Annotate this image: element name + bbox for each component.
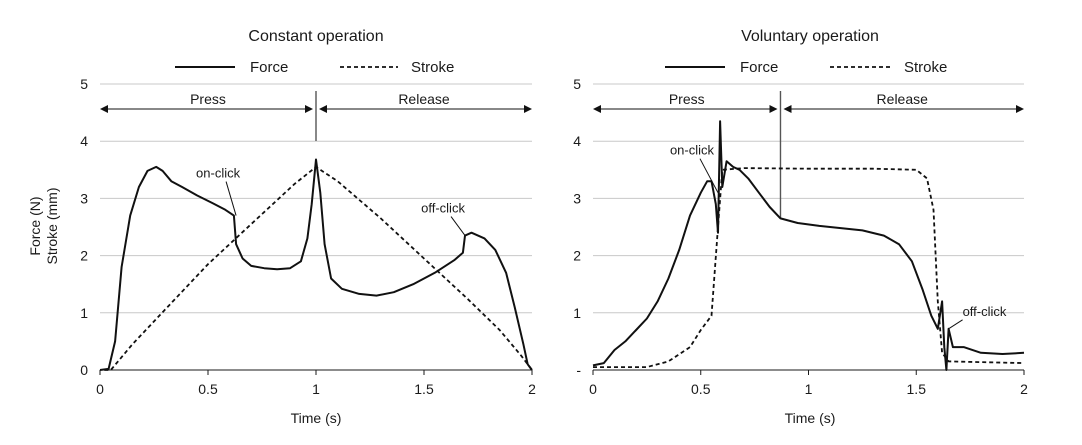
y-tick-label: 4 [573, 133, 581, 149]
legend-force-label: Force [250, 59, 288, 76]
annotation-on-click: on-click [670, 143, 715, 158]
y-tick-label: 2 [573, 248, 581, 264]
plot-area: 0 1 2 3 4 5 0 0.5 1 1.5 2 Press Release on-click off-c… [80, 76, 536, 397]
legend: Force Stroke [175, 59, 454, 76]
annotation-off-click: off-click [963, 304, 1007, 319]
press-arrow-arrowhead-left [593, 105, 601, 113]
legend: Force Stroke [665, 59, 947, 76]
annotation-off-click: off-click [421, 201, 465, 216]
y-tick-label: 2 [80, 248, 88, 264]
y-axis-label-force: Force (N) [27, 196, 43, 255]
series-stroke-line [593, 167, 1025, 368]
series-stroke-line [104, 165, 533, 371]
y-tick-label: 5 [80, 76, 88, 92]
release-label: Release [398, 91, 450, 107]
chart-title: Voluntary operation [741, 28, 879, 45]
release-arrow-arrowhead-left [783, 105, 792, 113]
chart-voluntary-operation: Voluntary operation Force Stroke - 1 2 3 4 5 0… [573, 28, 1028, 426]
press-arrow-arrowhead-left [100, 105, 108, 113]
x-tick-label: 0.5 [198, 381, 218, 397]
x-axis-label: Time (s) [785, 410, 836, 426]
x-tick-label: 1 [312, 381, 320, 397]
y-tick-label: 3 [80, 190, 88, 206]
annotation-leader [225, 181, 237, 216]
y-tick-label: 4 [80, 133, 88, 149]
y-tick-label: - [576, 362, 581, 378]
y-tick-label: 3 [573, 190, 581, 206]
annotation-on-click: on-click [196, 166, 241, 181]
release-arrow-arrowhead-right [1016, 105, 1024, 113]
y-tick-label: 1 [573, 305, 581, 321]
y-tick-label: 0 [80, 362, 88, 378]
x-tick-label: 1.5 [414, 381, 434, 397]
y-tick-label: 5 [573, 76, 581, 92]
series-force-line [592, 120, 1025, 371]
x-tick-label: 1.5 [907, 381, 927, 397]
press-arrow-arrowhead-right [305, 105, 313, 113]
series-force-line [99, 158, 533, 371]
x-tick-label: 0.5 [691, 381, 711, 397]
chart-title: Constant operation [248, 28, 383, 45]
x-tick-label: 0 [589, 381, 597, 397]
x-tick-label: 2 [1020, 381, 1028, 397]
press-label: Press [190, 91, 226, 107]
x-tick-label: 1 [805, 381, 813, 397]
y-tick-label: 1 [80, 305, 88, 321]
annotation-leader [450, 216, 466, 236]
legend-stroke-label: Stroke [904, 59, 947, 76]
release-arrow-arrowhead-right [524, 105, 532, 113]
plot-area: - 1 2 3 4 5 0 0.5 1 1.5 2 Press Release on-click off-c… [573, 76, 1028, 397]
x-tick-label: 0 [96, 381, 104, 397]
x-axis-label: Time (s) [291, 410, 342, 426]
release-arrow-arrowhead-left [319, 105, 327, 113]
legend-stroke-label: Stroke [411, 59, 454, 76]
press-label: Press [669, 91, 705, 107]
annotation-leader [699, 158, 719, 193]
annotation-leader [948, 319, 963, 330]
press-arrow-arrowhead-right [769, 105, 778, 113]
release-label: Release [877, 91, 929, 107]
legend-force-label: Force [740, 59, 778, 76]
y-axis-label-stroke: Stroke (mm) [44, 188, 60, 265]
x-tick-label: 2 [528, 381, 536, 397]
